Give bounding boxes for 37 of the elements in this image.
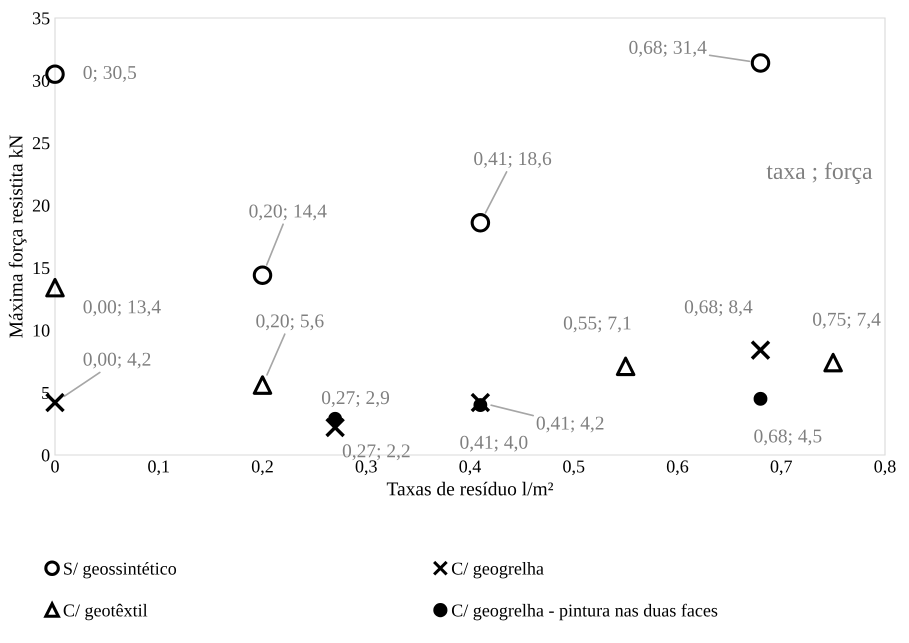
x-tick-label: 0,2	[252, 460, 273, 476]
annotation: 0; 30,5	[84, 66, 136, 82]
annotation: 0,41; 18,6	[474, 152, 552, 168]
legend-label: C/ geotêxtil	[64, 604, 148, 620]
annotation: 0,68; 4,5	[754, 429, 822, 446]
annotation: 0,27; 2,9	[322, 391, 390, 408]
x-axis-title: Taxas de resíduo l/m²	[386, 482, 554, 496]
x-tick-label: 0,1	[148, 460, 169, 476]
x-tick-label: 0,8	[874, 460, 896, 476]
annotation: taxa ; força	[766, 162, 872, 184]
x-tick-label: 0,4	[459, 460, 482, 476]
annotation: 0,75; 7,4	[813, 312, 881, 329]
x-tick-label: 0,7	[770, 460, 792, 476]
y-tick-label: 20	[32, 200, 50, 212]
y-tick-label: 0	[42, 449, 50, 462]
x-tick-label: 0,5	[563, 460, 584, 476]
annotation: 0,41; 4,2	[536, 416, 604, 432]
legend-label: C/ geogrelha - pintura nas duas faces	[452, 604, 718, 620]
y-tick-label: 35	[32, 12, 50, 24]
annotation: 0,00; 13,4	[84, 300, 161, 316]
annotation: 0,20; 14,4	[249, 204, 327, 220]
legend-label: C/ geogrelha	[452, 562, 544, 578]
x-tick-label: 0,3	[356, 460, 377, 476]
y-tick-label: 15	[34, 262, 50, 274]
x-tick-label: 0,6	[666, 460, 688, 476]
legend-label: S/ geossintético	[64, 562, 176, 578]
x-tick-label: 0	[51, 460, 59, 473]
annotation: 0,00; 4,2	[84, 352, 150, 369]
y-tick-label: 25	[32, 137, 50, 150]
y-tick-label: 10	[34, 324, 50, 337]
annotation: 0,27; 2,2	[342, 444, 410, 460]
annotation: 0,55; 7,1	[564, 316, 631, 332]
annotation: 0,20; 5,6	[256, 314, 324, 330]
y-axis-title: Máxima força resistita kN	[8, 135, 27, 338]
annotation: 0,68; 8,4	[684, 300, 752, 316]
annotation: 0,41; 4,0	[460, 436, 528, 452]
annotation: 0,68; 31,4	[629, 40, 707, 57]
